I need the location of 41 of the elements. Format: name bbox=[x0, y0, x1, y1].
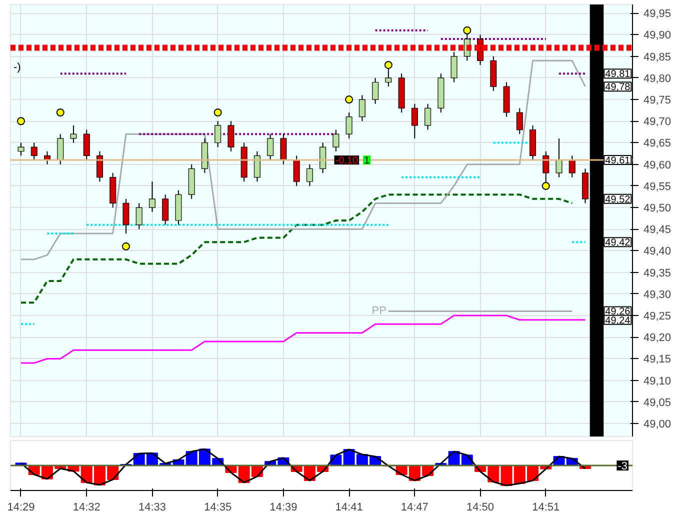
y-tick-label: 49,65 bbox=[644, 138, 672, 150]
y-tick-label: 49,10 bbox=[644, 375, 672, 388]
annotation: 49,24 bbox=[605, 315, 631, 326]
y-tick-label: 49,85 bbox=[644, 51, 672, 64]
x-tick-label: 14:33 bbox=[138, 502, 166, 514]
x-tick-label: 14:35 bbox=[204, 502, 232, 514]
x-tick-label: 14:41 bbox=[335, 502, 363, 514]
x-tick-label: 14:39 bbox=[270, 502, 298, 514]
y-tick-label: 49,40 bbox=[644, 246, 672, 258]
y-tick-label: 49,00 bbox=[644, 418, 672, 431]
y-tick-label: 49,75 bbox=[644, 94, 672, 107]
x-tick-label: 14:29 bbox=[7, 502, 35, 514]
y-tick-label: 49,05 bbox=[644, 396, 672, 409]
y-tick-label: 49,35 bbox=[644, 267, 672, 280]
y-tick-label: 49,50 bbox=[644, 202, 672, 215]
annotation: 1 bbox=[364, 156, 370, 167]
annotation: -0,10 bbox=[335, 156, 358, 167]
annotation: 49,52 bbox=[605, 194, 631, 206]
x-tick-label: 14:51 bbox=[532, 502, 560, 514]
annotation: 49,81 bbox=[605, 69, 631, 80]
y-tick-label: 49,55 bbox=[644, 180, 672, 193]
y-tick-label: 49,15 bbox=[644, 354, 672, 366]
annotation: -3 bbox=[618, 460, 628, 472]
y-tick-label: 49,80 bbox=[644, 72, 672, 85]
y-tick-label: 49,20 bbox=[644, 332, 672, 344]
series-label: PP bbox=[372, 305, 386, 318]
annotation: 49,61 bbox=[605, 156, 631, 167]
x-tick-label: 14:32 bbox=[72, 502, 100, 514]
y-tick-label: 49,30 bbox=[644, 288, 672, 301]
y-tick-label: 49,25 bbox=[644, 310, 672, 323]
y-tick-label: 49,95 bbox=[644, 8, 672, 20]
y-tick-label: 49,70 bbox=[644, 116, 672, 128]
annotation: 49,78 bbox=[605, 82, 631, 94]
x-tick-label: 14:50 bbox=[466, 502, 494, 514]
annotation: -) bbox=[14, 62, 21, 74]
y-tick-label: 49,45 bbox=[644, 224, 672, 236]
annotation: 49,42 bbox=[605, 238, 631, 249]
x-tick-label: 14:47 bbox=[400, 502, 428, 514]
annotation: 49,26 bbox=[605, 306, 631, 318]
y-tick-label: 49,90 bbox=[644, 30, 672, 42]
y-tick-label: 49,60 bbox=[644, 159, 672, 172]
